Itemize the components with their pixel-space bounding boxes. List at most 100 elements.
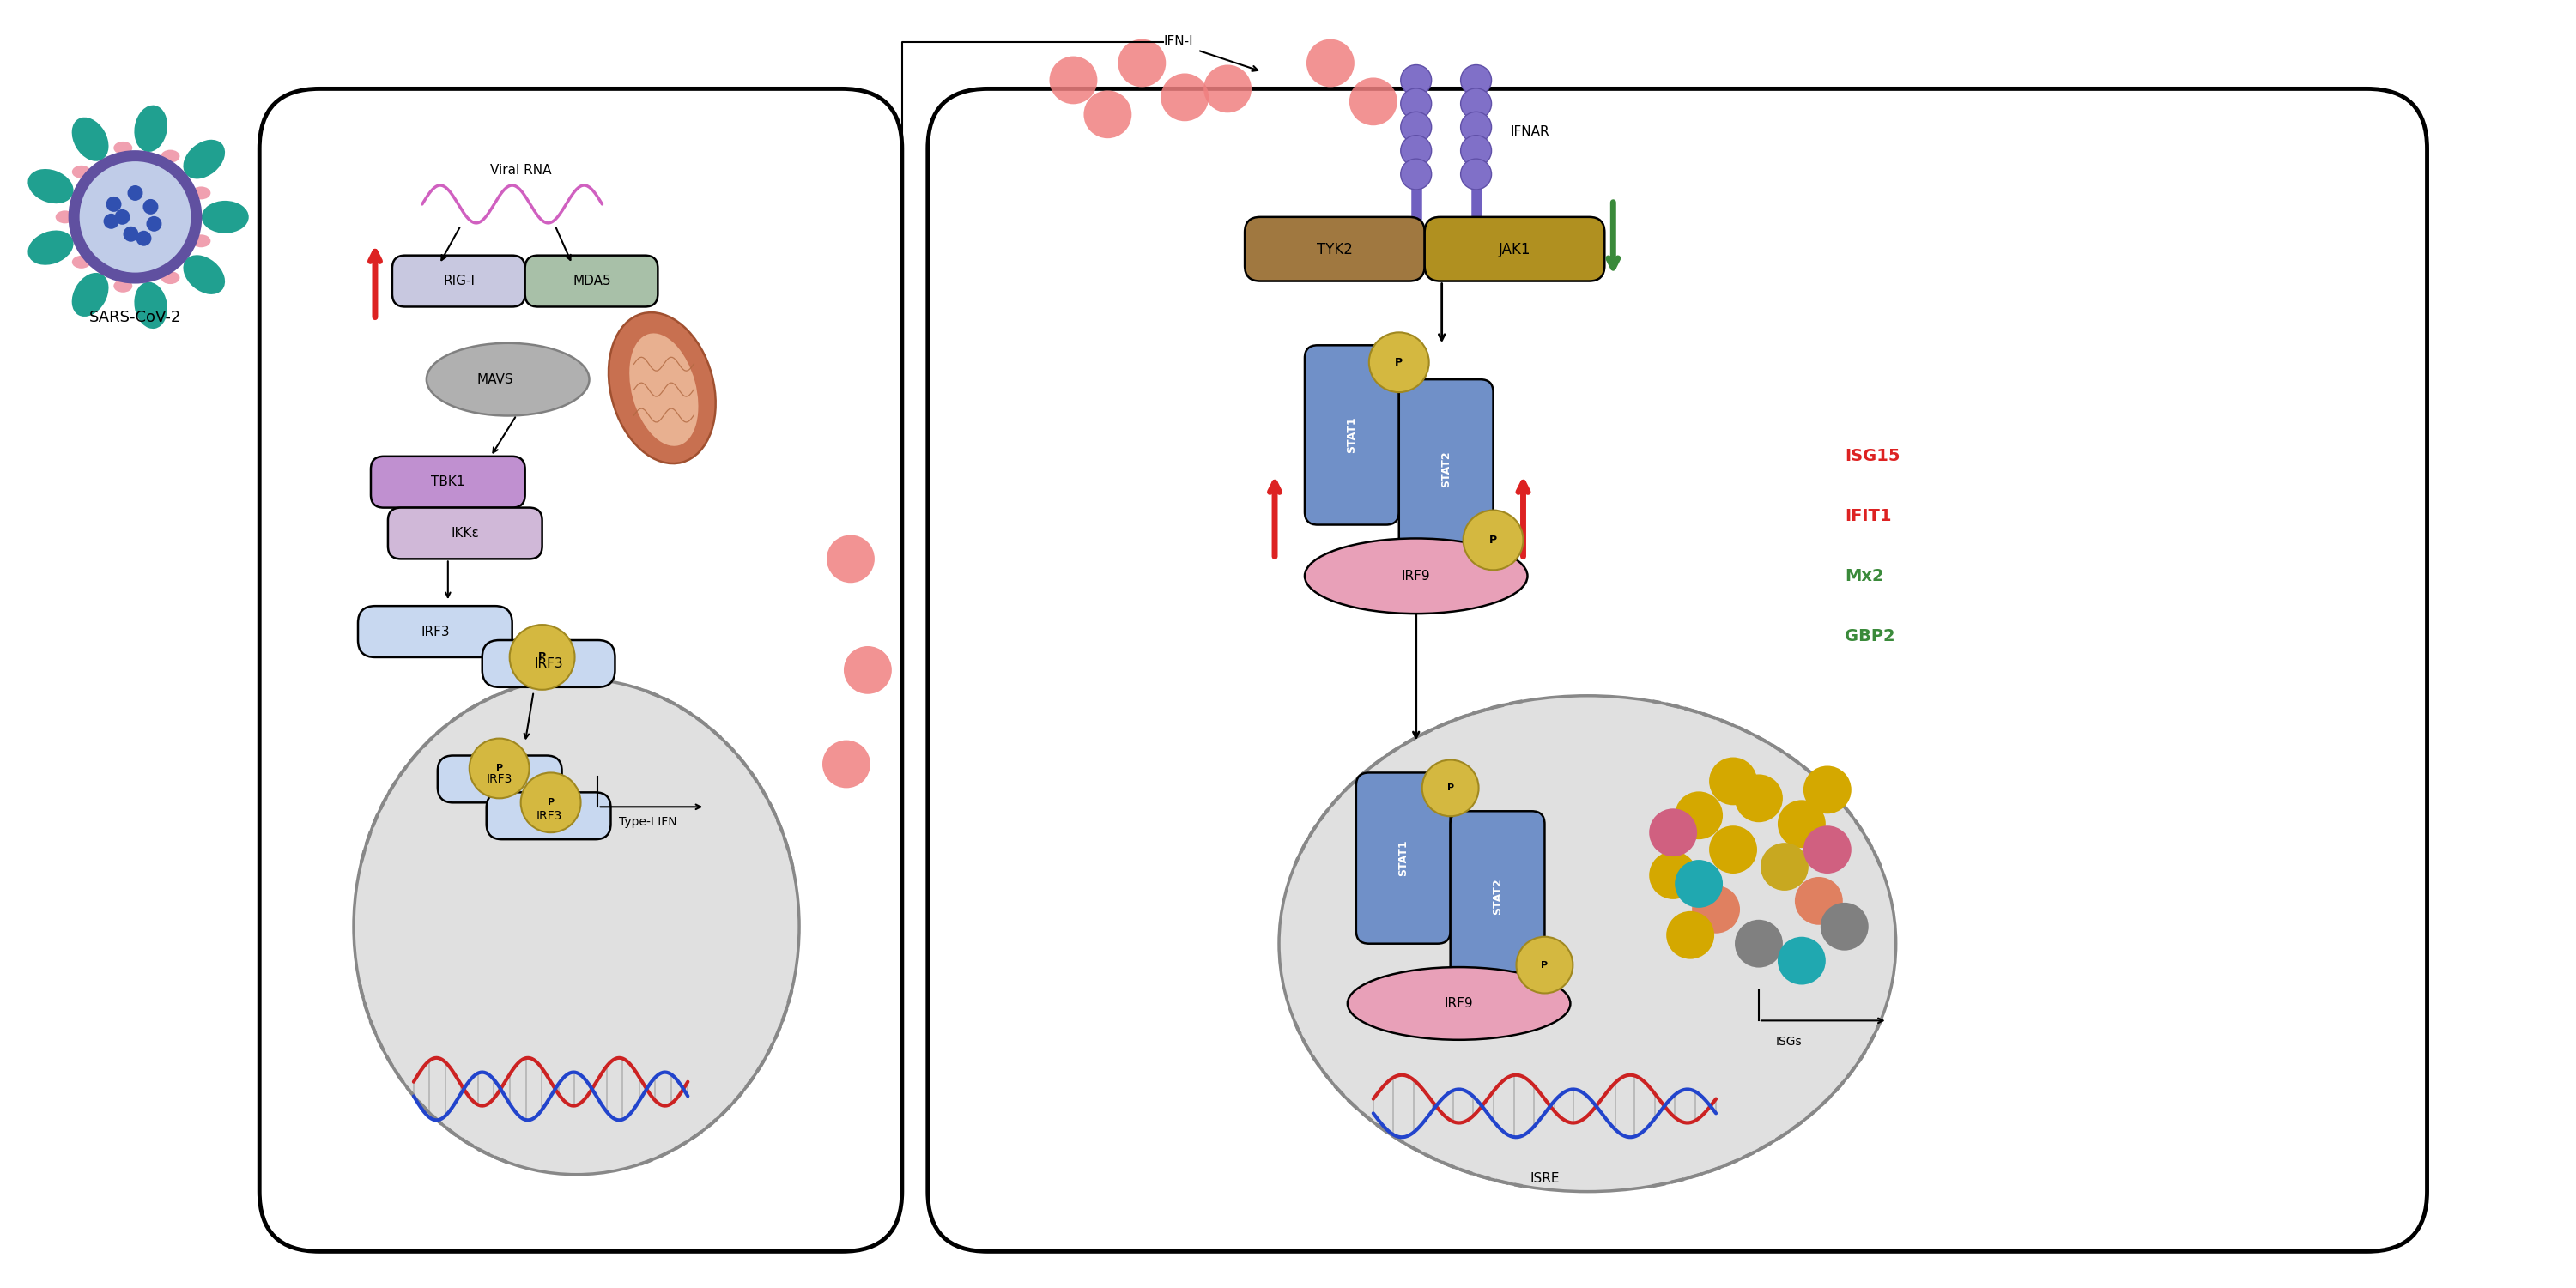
Circle shape — [1461, 89, 1492, 118]
Ellipse shape — [72, 255, 90, 268]
Ellipse shape — [428, 343, 590, 416]
Circle shape — [1821, 903, 1868, 951]
Circle shape — [1401, 112, 1432, 143]
Circle shape — [1306, 39, 1355, 88]
Circle shape — [1777, 800, 1826, 848]
FancyBboxPatch shape — [1355, 773, 1450, 944]
Circle shape — [1461, 135, 1492, 166]
Text: IFNAR: IFNAR — [1510, 125, 1551, 138]
Text: IRF9: IRF9 — [1445, 997, 1473, 1010]
Circle shape — [1649, 809, 1698, 857]
Ellipse shape — [113, 279, 131, 292]
Ellipse shape — [201, 201, 250, 233]
Circle shape — [1708, 757, 1757, 805]
Ellipse shape — [1347, 967, 1571, 1039]
Ellipse shape — [28, 231, 75, 265]
Text: MAVS: MAVS — [477, 374, 513, 386]
Ellipse shape — [28, 169, 75, 204]
FancyBboxPatch shape — [526, 255, 657, 307]
FancyBboxPatch shape — [389, 507, 541, 559]
Circle shape — [1422, 760, 1479, 817]
Circle shape — [1708, 826, 1757, 873]
Circle shape — [1401, 64, 1432, 95]
Circle shape — [1461, 64, 1492, 95]
Circle shape — [113, 209, 129, 224]
Circle shape — [1649, 851, 1698, 899]
FancyBboxPatch shape — [260, 89, 902, 1252]
Text: TBK1: TBK1 — [430, 475, 464, 488]
Text: SARS-CoV-2: SARS-CoV-2 — [90, 310, 180, 326]
Ellipse shape — [72, 165, 90, 178]
Ellipse shape — [1303, 538, 1528, 613]
FancyBboxPatch shape — [1303, 345, 1399, 524]
Circle shape — [1667, 911, 1713, 960]
Text: STAT1: STAT1 — [1347, 417, 1358, 453]
Ellipse shape — [191, 187, 211, 200]
Circle shape — [827, 535, 876, 583]
Text: ISRE: ISRE — [1530, 1172, 1558, 1185]
Circle shape — [1803, 766, 1852, 814]
Ellipse shape — [113, 142, 131, 155]
Text: IFN-I: IFN-I — [1164, 35, 1193, 48]
Ellipse shape — [608, 313, 716, 464]
Circle shape — [1517, 936, 1574, 993]
Circle shape — [1734, 774, 1783, 822]
Circle shape — [1795, 877, 1842, 925]
Text: IFIT1: IFIT1 — [1844, 507, 1891, 524]
Circle shape — [1048, 57, 1097, 104]
Text: IRF3: IRF3 — [536, 658, 564, 671]
Ellipse shape — [134, 106, 167, 152]
Circle shape — [1401, 135, 1432, 166]
Circle shape — [1350, 77, 1396, 125]
Circle shape — [1401, 89, 1432, 118]
Circle shape — [1203, 64, 1252, 112]
FancyBboxPatch shape — [1244, 216, 1425, 281]
Circle shape — [1463, 510, 1522, 571]
Circle shape — [520, 773, 580, 832]
Circle shape — [103, 214, 118, 229]
Text: IRF3: IRF3 — [420, 625, 448, 638]
Text: TYK2: TYK2 — [1316, 242, 1352, 258]
Text: P: P — [1396, 357, 1404, 368]
Text: ISGs: ISGs — [1775, 1036, 1803, 1048]
Circle shape — [1118, 39, 1167, 88]
Text: IRF3: IRF3 — [487, 774, 513, 786]
Text: STAT2: STAT2 — [1440, 451, 1453, 487]
Text: ISG15: ISG15 — [1844, 448, 1901, 465]
FancyBboxPatch shape — [438, 756, 562, 802]
Circle shape — [1461, 158, 1492, 189]
Ellipse shape — [160, 149, 180, 162]
Circle shape — [126, 185, 142, 201]
Ellipse shape — [353, 679, 799, 1175]
Ellipse shape — [72, 117, 108, 161]
FancyBboxPatch shape — [392, 255, 526, 307]
FancyBboxPatch shape — [358, 605, 513, 657]
Circle shape — [142, 200, 157, 214]
Circle shape — [1777, 936, 1826, 985]
Text: GBP2: GBP2 — [1844, 627, 1896, 644]
Circle shape — [137, 231, 152, 246]
Circle shape — [124, 227, 139, 242]
Text: IKKε: IKKε — [451, 527, 479, 540]
Text: RIG-I: RIG-I — [443, 274, 474, 287]
Circle shape — [80, 161, 191, 273]
Text: P: P — [538, 652, 546, 663]
Circle shape — [845, 647, 891, 694]
Text: P: P — [1540, 961, 1548, 970]
Circle shape — [1162, 73, 1208, 121]
Ellipse shape — [57, 210, 75, 223]
Text: JAK1: JAK1 — [1499, 242, 1530, 258]
Text: STAT2: STAT2 — [1492, 878, 1502, 914]
Circle shape — [510, 625, 574, 690]
Circle shape — [822, 741, 871, 788]
Text: P: P — [546, 799, 554, 806]
Circle shape — [147, 216, 162, 232]
FancyBboxPatch shape — [1399, 380, 1494, 559]
Ellipse shape — [1280, 696, 1896, 1191]
Ellipse shape — [72, 273, 108, 317]
Circle shape — [469, 738, 528, 799]
Circle shape — [1084, 90, 1131, 138]
Text: Viral RNA: Viral RNA — [489, 164, 551, 176]
Ellipse shape — [183, 255, 224, 294]
Text: STAT1: STAT1 — [1399, 840, 1409, 876]
